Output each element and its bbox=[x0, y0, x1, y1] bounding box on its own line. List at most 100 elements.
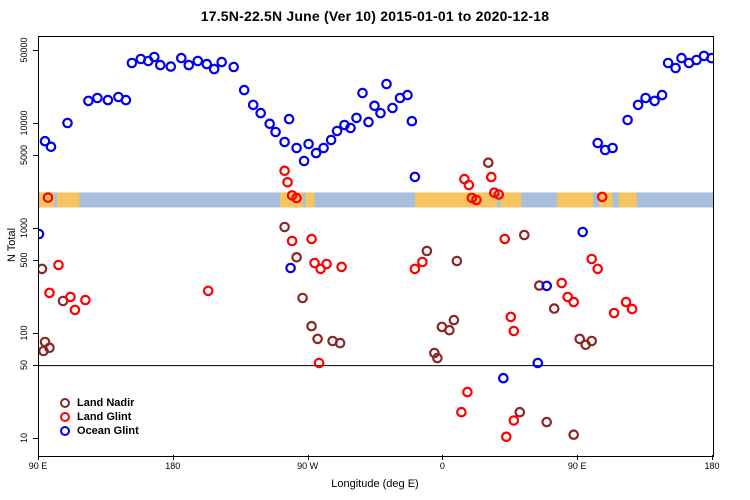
data-point-ocean-glint bbox=[706, 52, 713, 64]
data-point-land-glint bbox=[286, 235, 298, 247]
data-point-land-glint bbox=[568, 296, 579, 308]
data-point-land-glint bbox=[608, 307, 620, 319]
data-point-land-nadir bbox=[586, 335, 597, 347]
data-point-land-nadir bbox=[312, 333, 323, 345]
data-point-ocean-glint bbox=[264, 118, 275, 130]
y-tick-mark bbox=[33, 49, 38, 51]
map-strip-ocean bbox=[39, 192, 713, 208]
y-tick-mark bbox=[33, 333, 38, 335]
x-tick-mark bbox=[712, 455, 713, 460]
data-point-land-glint bbox=[313, 357, 325, 369]
x-tick-label: 90 W bbox=[297, 461, 319, 471]
x-tick-label: 180 bbox=[704, 461, 720, 471]
legend-item: Land Nadir bbox=[60, 396, 139, 410]
map-strip-land bbox=[557, 192, 594, 208]
y-tick-label: 50000 bbox=[19, 37, 29, 63]
data-point-ocean-glint bbox=[607, 142, 618, 154]
x-tick-label: 90 E bbox=[28, 461, 48, 471]
data-point-ocean-glint bbox=[331, 125, 343, 137]
legend-label: Ocean Glint bbox=[77, 425, 139, 437]
data-point-ocean-glint bbox=[318, 142, 329, 154]
data-point-ocean-glint bbox=[577, 226, 588, 238]
data-point-land-glint bbox=[306, 233, 317, 245]
data-point-ocean-glint bbox=[83, 95, 94, 107]
data-point-ocean-glint bbox=[183, 59, 195, 71]
y-tick-mark bbox=[33, 438, 38, 439]
y-tick-label: 50 bbox=[19, 359, 29, 370]
x-axis-label: Longitude (deg E) bbox=[331, 478, 419, 490]
data-point-ocean-glint bbox=[363, 116, 374, 128]
data-point-land-glint bbox=[626, 303, 638, 315]
data-point-land-nadir bbox=[421, 245, 433, 257]
data-point-ocean-glint bbox=[176, 52, 187, 64]
data-point-ocean-glint bbox=[640, 92, 651, 104]
data-point-land-glint bbox=[282, 177, 293, 188]
y-tick-label: 500 bbox=[19, 252, 29, 268]
data-point-land-glint bbox=[291, 192, 302, 204]
data-point-land-nadir bbox=[432, 352, 443, 364]
data-point-ocean-glint bbox=[406, 115, 418, 127]
y-tick-mark bbox=[33, 228, 38, 230]
data-point-land-glint bbox=[309, 257, 320, 269]
x-tick-mark bbox=[172, 455, 174, 460]
data-point-land-glint bbox=[417, 256, 428, 268]
data-point-land-glint bbox=[485, 171, 497, 183]
y-tick-mark bbox=[33, 154, 38, 156]
legend-label: Land Nadir bbox=[77, 397, 135, 409]
map-strip-land bbox=[56, 192, 80, 208]
data-point-land-nadir bbox=[482, 157, 494, 168]
data-point-ocean-glint bbox=[357, 87, 368, 99]
data-point-ocean-glint bbox=[310, 147, 322, 159]
x-tick-mark bbox=[577, 455, 579, 460]
data-point-land-glint bbox=[462, 386, 473, 398]
data-point-ocean-glint bbox=[291, 142, 302, 154]
data-point-ocean-glint bbox=[208, 63, 220, 75]
data-point-land-glint bbox=[596, 191, 608, 203]
data-point-land-glint bbox=[42, 192, 54, 203]
data-point-ocean-glint bbox=[238, 84, 250, 96]
data-point-land-glint bbox=[456, 406, 467, 418]
data-point-ocean-glint bbox=[351, 112, 362, 124]
data-point-land-glint bbox=[620, 296, 632, 308]
data-point-ocean-glint bbox=[201, 58, 213, 70]
data-point-ocean-glint bbox=[279, 136, 290, 148]
data-point-land-glint bbox=[471, 194, 482, 206]
data-point-land-nadir bbox=[44, 342, 55, 354]
data-point-land-glint bbox=[53, 259, 64, 271]
data-point-ocean-glint bbox=[402, 89, 413, 101]
data-point-ocean-glint bbox=[39, 228, 45, 240]
data-point-ocean-glint bbox=[541, 280, 552, 292]
legend-ring-icon bbox=[60, 426, 70, 436]
y-tick-mark bbox=[33, 123, 38, 125]
data-point-land-glint bbox=[279, 165, 290, 177]
data-point-ocean-glint bbox=[126, 57, 138, 69]
data-point-land-glint bbox=[65, 291, 76, 303]
data-point-ocean-glint bbox=[92, 92, 103, 104]
data-point-ocean-glint bbox=[45, 141, 57, 153]
data-point-land-nadir bbox=[451, 255, 463, 267]
y-tick-label: 10 bbox=[19, 432, 29, 444]
data-point-ocean-glint bbox=[298, 155, 310, 167]
y-axis-label: N Total bbox=[6, 227, 18, 263]
data-point-land-nadir bbox=[306, 320, 317, 332]
data-point-ocean-glint bbox=[228, 61, 239, 73]
x-tick-label: 0 bbox=[439, 461, 445, 471]
y-tick-mark bbox=[33, 259, 38, 261]
data-point-land-glint bbox=[508, 415, 520, 426]
data-point-land-nadir bbox=[291, 252, 302, 263]
data-point-land-nadir bbox=[514, 406, 526, 418]
data-point-ocean-glint bbox=[381, 78, 392, 90]
x-tick-label: 180 bbox=[165, 461, 181, 471]
data-point-land-glint bbox=[586, 253, 597, 265]
data-point-land-glint bbox=[69, 304, 81, 316]
data-point-ocean-glint bbox=[325, 134, 337, 146]
x-tick-mark bbox=[307, 455, 309, 460]
data-point-land-nadir bbox=[568, 429, 579, 440]
data-point-ocean-glint bbox=[592, 137, 603, 149]
data-point-ocean-glint bbox=[192, 55, 204, 67]
data-point-land-nadir bbox=[448, 314, 460, 326]
legend: Land Nadir Land Glint Ocean Glint bbox=[60, 396, 139, 438]
data-point-land-glint bbox=[202, 285, 214, 297]
data-point-land-nadir bbox=[279, 221, 290, 233]
